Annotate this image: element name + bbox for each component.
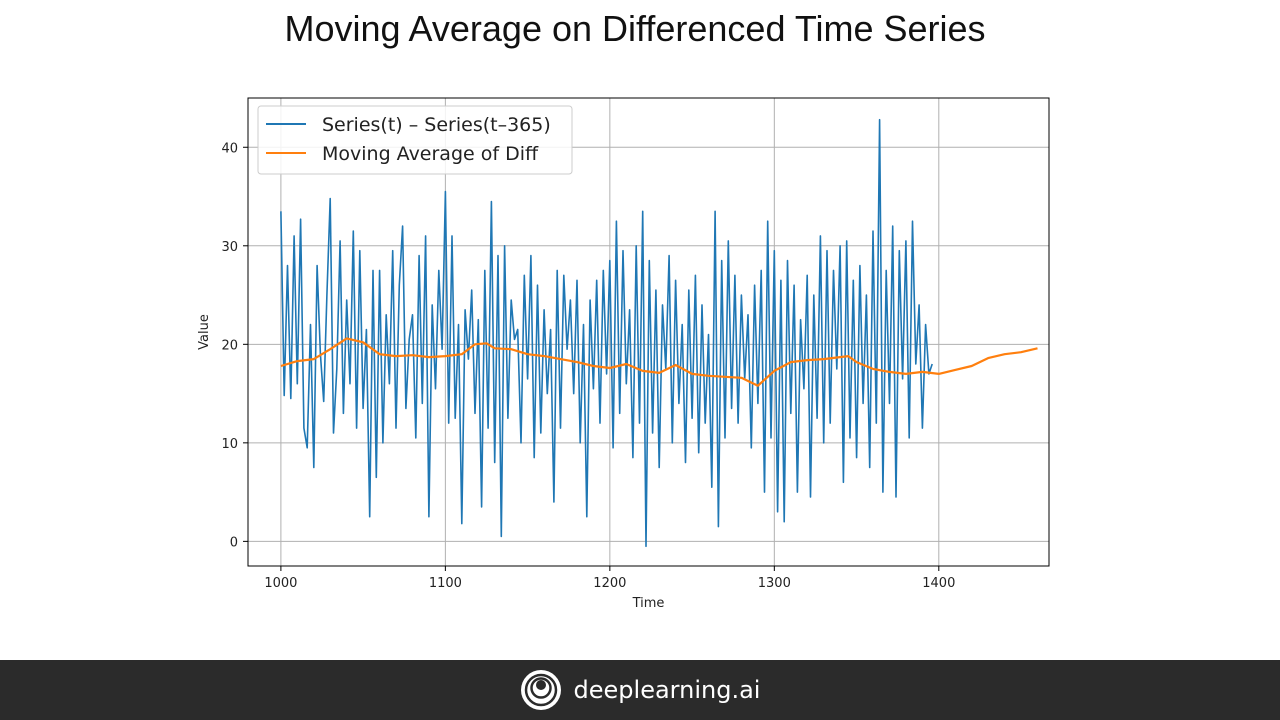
y-tick-label: 30 — [221, 240, 238, 255]
footer-bar: deeplearning.ai — [0, 660, 1280, 720]
x-tick-label: 1200 — [593, 576, 626, 591]
chart-legend: Series(t) – Series(t–365) Moving Average … — [257, 105, 573, 175]
legend-label: Series(t) – Series(t–365) — [322, 114, 551, 136]
slide-title: Moving Average on Differenced Time Serie… — [284, 8, 986, 49]
series-line-1 — [280, 118, 933, 548]
deeplearning-logo-icon — [520, 670, 561, 710]
chart: 1000 1100 1200 1300 1400 0 10 20 30 40 Time Value… — [197, 97, 1050, 611]
x-tick-label: 1100 — [429, 576, 462, 591]
chart-ticks: 1000 1100 1200 1300 1400 0 10 20 30 40 — [221, 141, 955, 591]
legend-label: Moving Average of Diff — [322, 143, 539, 165]
x-tick-label: 1000 — [264, 576, 297, 591]
legend-box — [257, 105, 573, 175]
y-tick-label: 10 — [221, 437, 238, 452]
x-tick-label: 1300 — [758, 576, 791, 591]
brand-name: deeplearning.ai — [573, 676, 761, 704]
y-axis-label: Value — [197, 314, 212, 350]
series-line-2 — [280, 337, 1038, 387]
chart-series-layer — [280, 118, 1038, 548]
plot-area-frame — [247, 97, 1050, 567]
x-tick-label: 1400 — [922, 576, 955, 591]
y-tick-label: 0 — [230, 535, 238, 550]
y-tick-label: 40 — [221, 141, 238, 156]
y-tick-label: 20 — [221, 338, 238, 353]
x-axis-label: Time — [632, 596, 665, 611]
